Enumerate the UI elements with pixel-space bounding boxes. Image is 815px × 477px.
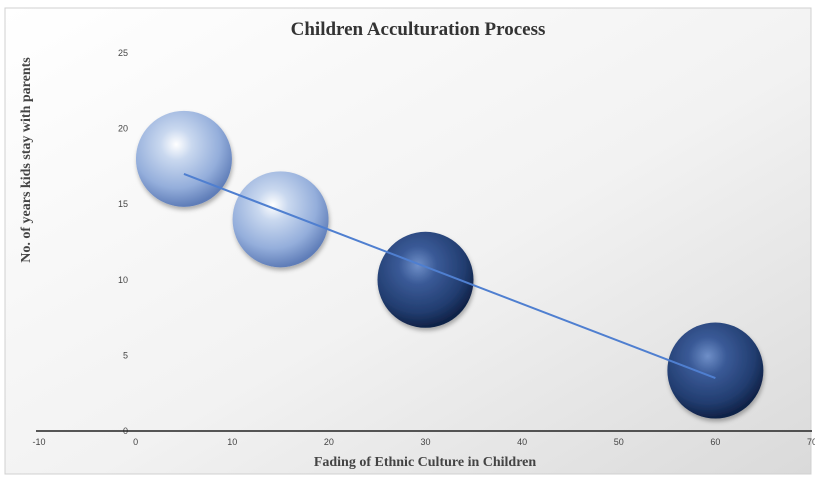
x-tick-label: 30	[420, 437, 430, 447]
y-tick-label: 15	[118, 199, 128, 209]
x-tick-label: 70	[807, 437, 815, 447]
trendline	[183, 173, 716, 380]
y-tick-label: 10	[118, 275, 128, 285]
bubble-point	[232, 171, 329, 268]
x-tick-label: 50	[614, 437, 624, 447]
bubble-series	[135, 110, 764, 419]
x-tick-label: -10	[32, 437, 45, 447]
x-tick-label: 20	[324, 437, 334, 447]
x-tick-label: 10	[227, 437, 237, 447]
bubble-point	[377, 231, 474, 328]
x-axis-ticks: -10 0 10 20 30 40 50 60 70	[32, 437, 815, 447]
x-axis-title: Fading of Ethnic Culture in Children	[314, 455, 537, 470]
y-tick-label: 20	[118, 124, 128, 134]
y-tick-label: 25	[118, 48, 128, 58]
x-tick-label: 0	[133, 437, 138, 447]
chart-title: Children Acculturation Process	[291, 19, 546, 40]
x-tick-label: 60	[710, 437, 720, 447]
bubble-point	[667, 322, 764, 419]
y-axis-title: No. of years kids stay with parents	[19, 57, 34, 263]
bubble-point	[135, 110, 232, 207]
y-tick-label: 5	[123, 350, 128, 360]
x-tick-label: 40	[517, 437, 527, 447]
